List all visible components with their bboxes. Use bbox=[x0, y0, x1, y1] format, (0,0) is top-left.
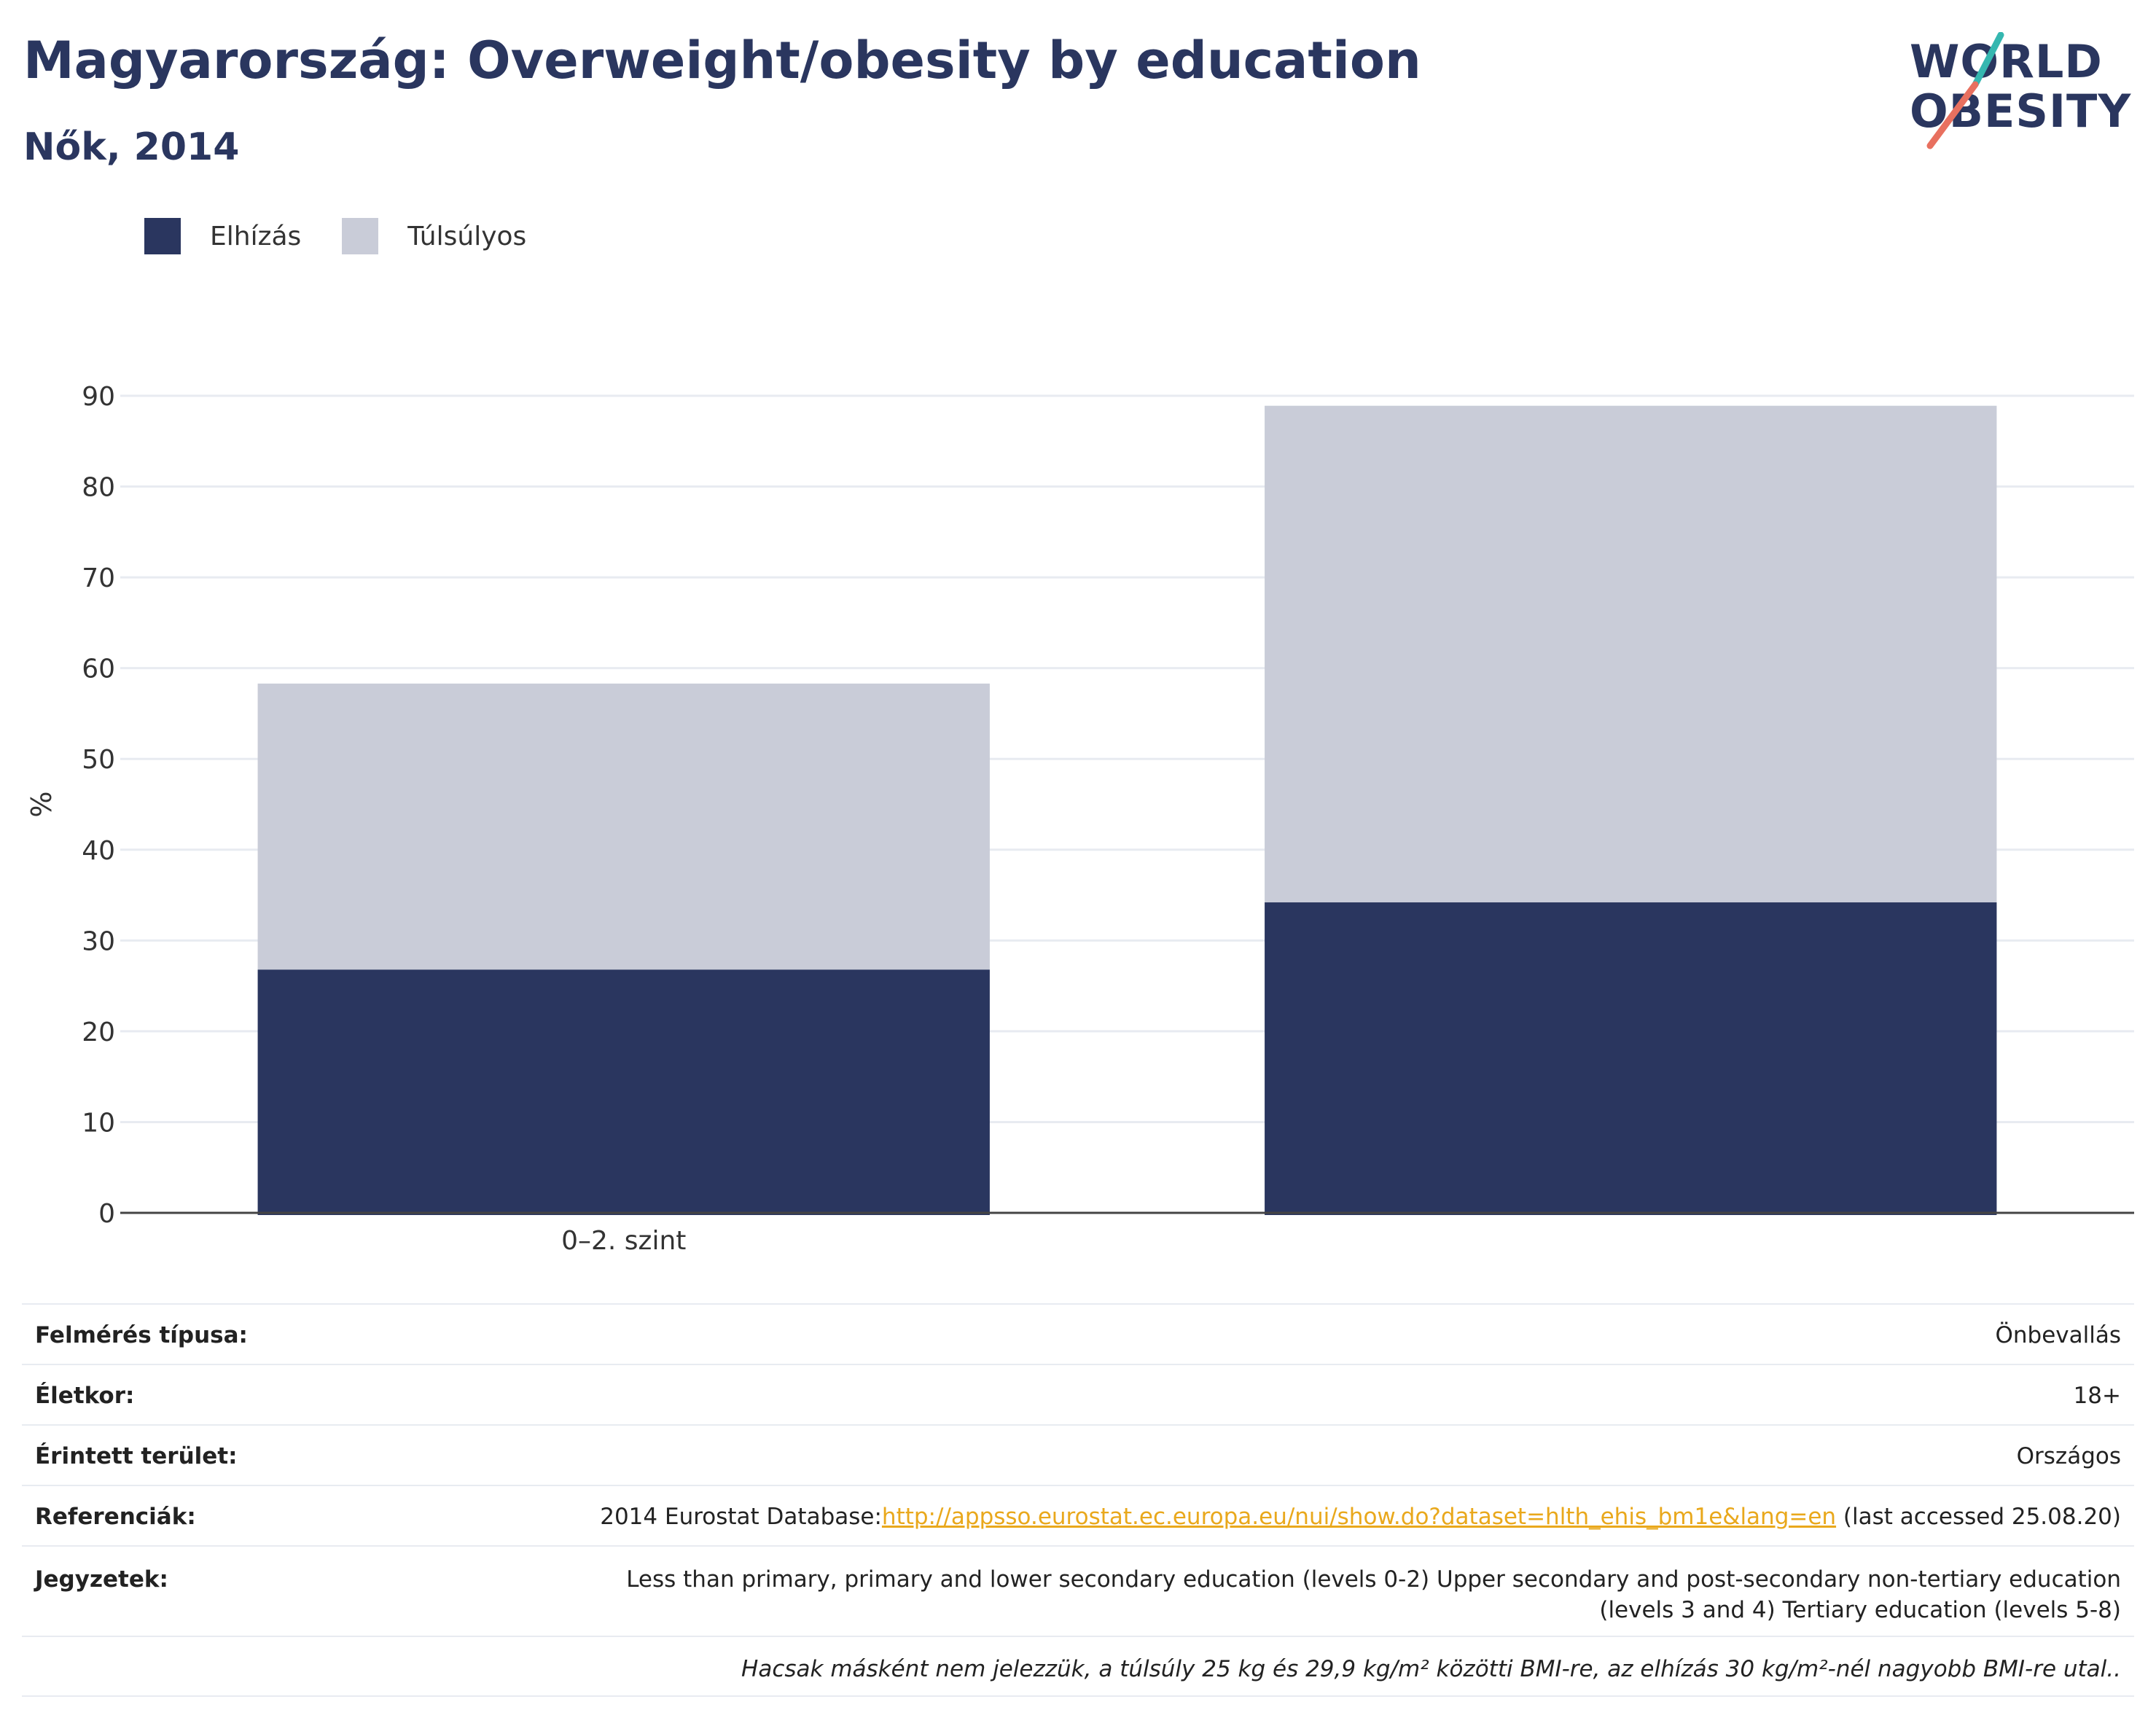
y-tick-label: 80 bbox=[82, 473, 115, 503]
meta-value: 2014 Eurostat Database:http://appsso.eur… bbox=[304, 1485, 2134, 1546]
meta-row-age: Életkor: 18+ bbox=[22, 1364, 2134, 1425]
y-tick-label: 70 bbox=[82, 563, 115, 593]
meta-label: Érintett terület: bbox=[22, 1424, 305, 1485]
meta-label: Jegyzetek: bbox=[22, 1545, 305, 1636]
reference-suffix: (last accessed 25.08.20) bbox=[1836, 1504, 2121, 1530]
chart-subtitle: Nők, 2014 bbox=[23, 125, 240, 169]
meta-row-survey-type: Felmérés típusa: Önbevallás bbox=[22, 1303, 2134, 1364]
meta-row-notes: Jegyzetek: Less than primary, primary an… bbox=[22, 1545, 2134, 1636]
reference-prefix: 2014 Eurostat Database: bbox=[600, 1504, 882, 1530]
y-tick-label: 30 bbox=[82, 926, 115, 956]
legend-item-overweight[interactable]: Túlsúlyos bbox=[342, 218, 526, 254]
y-tick-label: 90 bbox=[82, 382, 115, 412]
chart-title: Magyarország: Overweight/obesity by educ… bbox=[23, 31, 1421, 90]
legend-label-overweight: Túlsúlyos bbox=[407, 221, 527, 251]
notes-line-2: (levels 3 and 4) Tertiary education (lev… bbox=[1599, 1597, 2121, 1623]
metadata-table: Felmérés típusa: Önbevallás Életkor: 18+… bbox=[22, 1303, 2134, 1697]
meta-label: Életkor: bbox=[22, 1364, 305, 1425]
meta-value: Less than primary, primary and lower sec… bbox=[304, 1545, 2134, 1636]
y-tick-label: 10 bbox=[82, 1108, 115, 1138]
footnote: Hacsak másként nem jelezzük, a túlsúly 2… bbox=[22, 1636, 2134, 1697]
meta-row-footnote: Hacsak másként nem jelezzük, a túlsúly 2… bbox=[22, 1636, 2134, 1697]
legend-swatch-overweight bbox=[342, 218, 379, 254]
chart-plot-area: 0 10 20 30 40 50 60 70 80 90 0–2. szint% bbox=[26, 382, 2134, 1256]
legend-item-obesity[interactable]: Elhízás bbox=[144, 218, 301, 254]
bar-overweight[interactable] bbox=[257, 683, 990, 970]
meta-label: Felmérés típusa: bbox=[22, 1303, 305, 1364]
y-tick-label: 20 bbox=[82, 1018, 115, 1047]
logo-text-world: WORLD bbox=[1910, 35, 2103, 88]
world-obesity-logo: WORLD OBESITY bbox=[1902, 32, 2136, 156]
y-tick-label: 50 bbox=[82, 745, 115, 775]
x-tick-label: 0–2. szint bbox=[561, 1226, 686, 1256]
y-tick-label: 60 bbox=[82, 655, 115, 684]
bar-obesity[interactable] bbox=[1265, 902, 1997, 1215]
notes-line-1: Less than primary, primary and lower sec… bbox=[626, 1566, 2121, 1593]
y-axis-title: % bbox=[26, 791, 58, 817]
legend-swatch-obesity bbox=[144, 218, 181, 254]
meta-label: Referenciák: bbox=[22, 1485, 305, 1546]
meta-value: Önbevallás bbox=[304, 1303, 2134, 1364]
y-tick-label: 40 bbox=[82, 836, 115, 866]
meta-row-references: Referenciák: 2014 Eurostat Database:http… bbox=[22, 1485, 2134, 1546]
reference-link[interactable]: http://appsso.eurostat.ec.europa.eu/nui/… bbox=[881, 1504, 1837, 1530]
meta-row-area: Érintett terület: Országos bbox=[22, 1424, 2134, 1485]
legend-label-obesity: Elhízás bbox=[210, 221, 302, 251]
meta-value: Országos bbox=[304, 1424, 2134, 1485]
chart-legend: Elhízás Túlsúlyos bbox=[144, 217, 567, 255]
bar-overweight[interactable] bbox=[1265, 405, 1997, 903]
y-tick-label: 0 bbox=[98, 1199, 115, 1229]
logo-slash-icon bbox=[1926, 32, 2004, 149]
meta-value: 18+ bbox=[304, 1364, 2134, 1425]
bar-obesity[interactable] bbox=[257, 969, 990, 1215]
